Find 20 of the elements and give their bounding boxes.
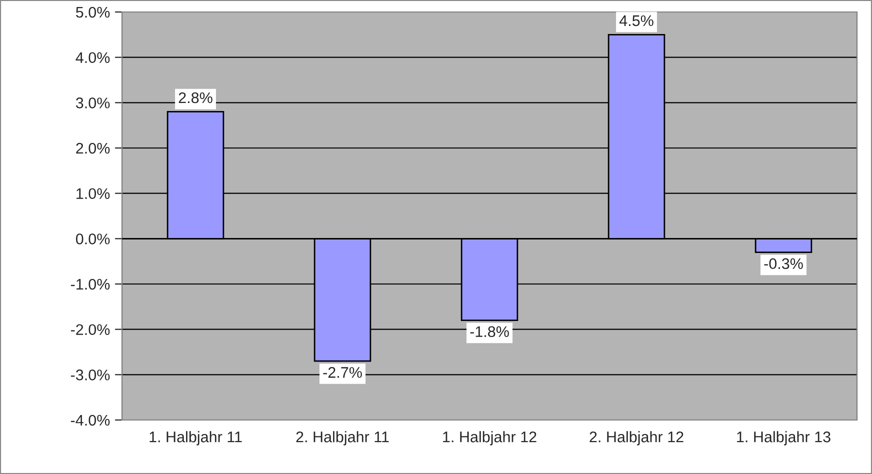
x-tick-label: 1. Halbjahr 11 [150,431,242,446]
data-label: -1.8% [470,326,509,338]
x-tick-label: 2. Halbjahr 11 [296,431,389,446]
x-tick-label: 1. Halbjahr 13 [737,431,830,446]
y-tick-label: -3.0% [70,370,110,380]
x-tick-label: 1. Halbjahr 12 [443,431,536,446]
y-tick-label: -1.0% [70,278,110,290]
y-tick-label: -2.0% [70,324,110,336]
y-tick-label: -4.0% [70,414,110,426]
y-tick-label: 0.0% [76,234,110,244]
y-tick-label: 2.0% [76,142,110,154]
data-label: -2.7% [323,367,362,378]
y-tick-label: 5.0% [76,6,110,18]
y-tick-label: 3.0% [76,98,110,108]
y-tick-label: 4.0% [76,52,110,64]
y-tick-label: 1.0% [76,188,110,200]
x-tick-label: 2. Halbjahr 12 [590,431,684,446]
data-label: 4.5% [619,15,654,26]
data-label: 2.8% [178,92,212,104]
data-label: -0.3% [764,258,803,270]
